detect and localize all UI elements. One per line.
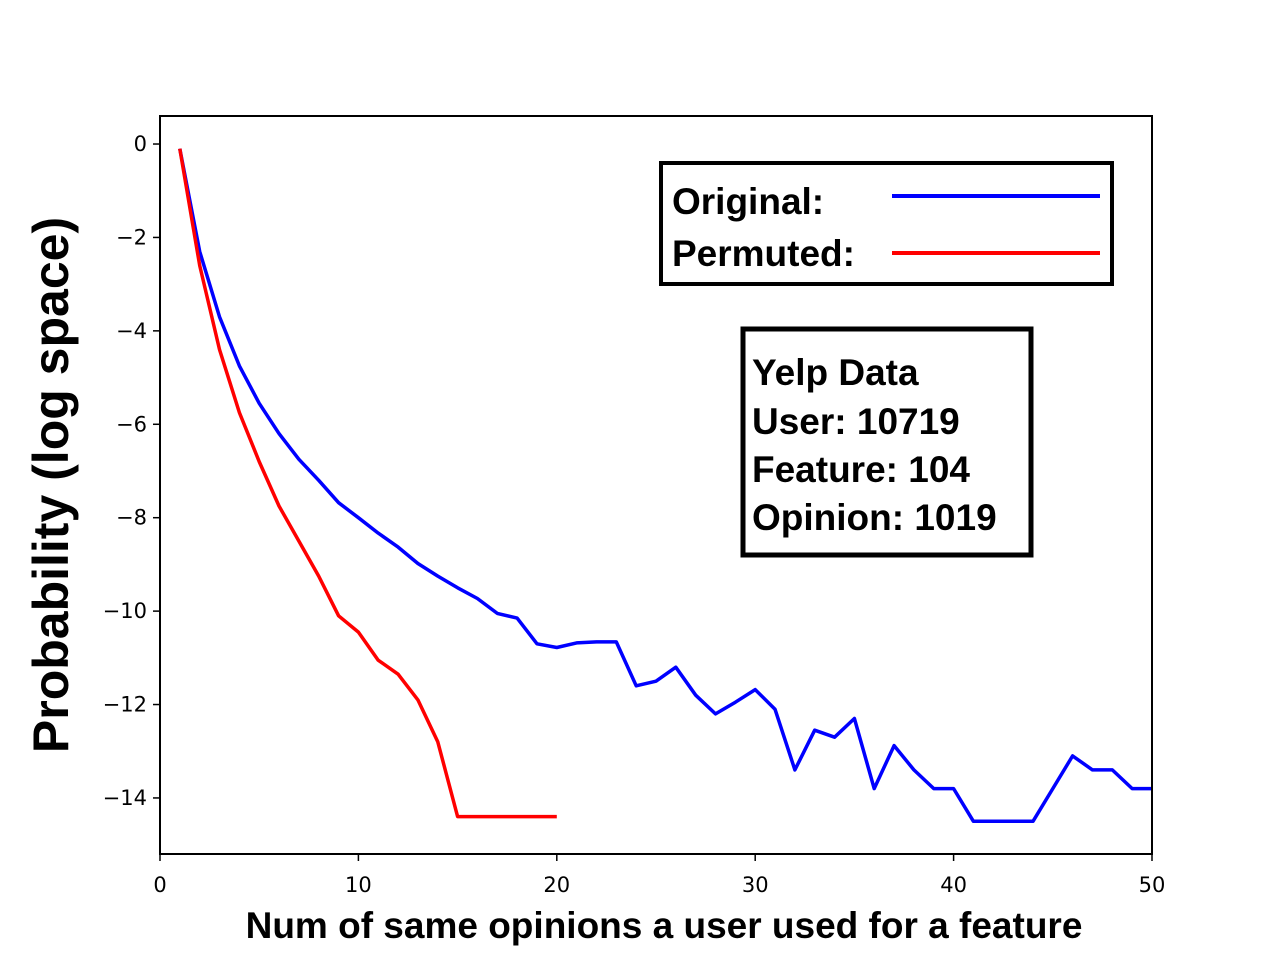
series-line-original [178,148,1152,824]
y-tick-label: −10 [103,599,147,623]
y-axis-ticks: 0 −2 −4 −6 −8 −10 −12 −14 [103,132,160,810]
series-line-permuted [178,148,557,819]
y-tick-label: 0 [134,132,147,156]
y-tick-label: −6 [116,412,147,436]
info-feature-count: Feature: 104 [752,449,970,490]
legend-label-original: Original: [672,181,824,222]
x-tick-label: 20 [543,873,570,897]
x-tick-label: 50 [1139,873,1166,897]
y-tick-label: −12 [103,693,147,717]
plot-frame [159,115,1153,855]
info-box: Yelp Data User: 10719 Feature: 104 Opini… [740,326,1034,558]
x-tick-label: 30 [742,873,769,897]
x-axis-ticks: 0 10 20 30 40 50 [153,854,1165,897]
info-user-count: User: 10719 [752,401,960,442]
legend: Original: Permuted: [659,161,1114,286]
y-tick-label: −4 [116,319,147,343]
x-tick-label: 40 [940,873,967,897]
y-tick-label: −2 [116,225,147,249]
x-tick-label: 0 [153,873,166,897]
plot-lines [178,148,1152,824]
x-tick-label: 10 [345,873,372,897]
x-axis-label: Num of same opinions a user used for a f… [246,905,1083,946]
legend-box [659,161,1114,286]
y-tick-label: −14 [103,786,147,810]
info-dataset-name: Yelp Data [752,352,919,393]
legend-label-permuted: Permuted: [672,233,855,274]
y-tick-label: −8 [116,506,147,530]
info-opinion-count: Opinion: 1019 [752,497,997,538]
info-box-frame [740,326,1034,558]
y-axis-label: Probability (log space) [23,217,79,753]
